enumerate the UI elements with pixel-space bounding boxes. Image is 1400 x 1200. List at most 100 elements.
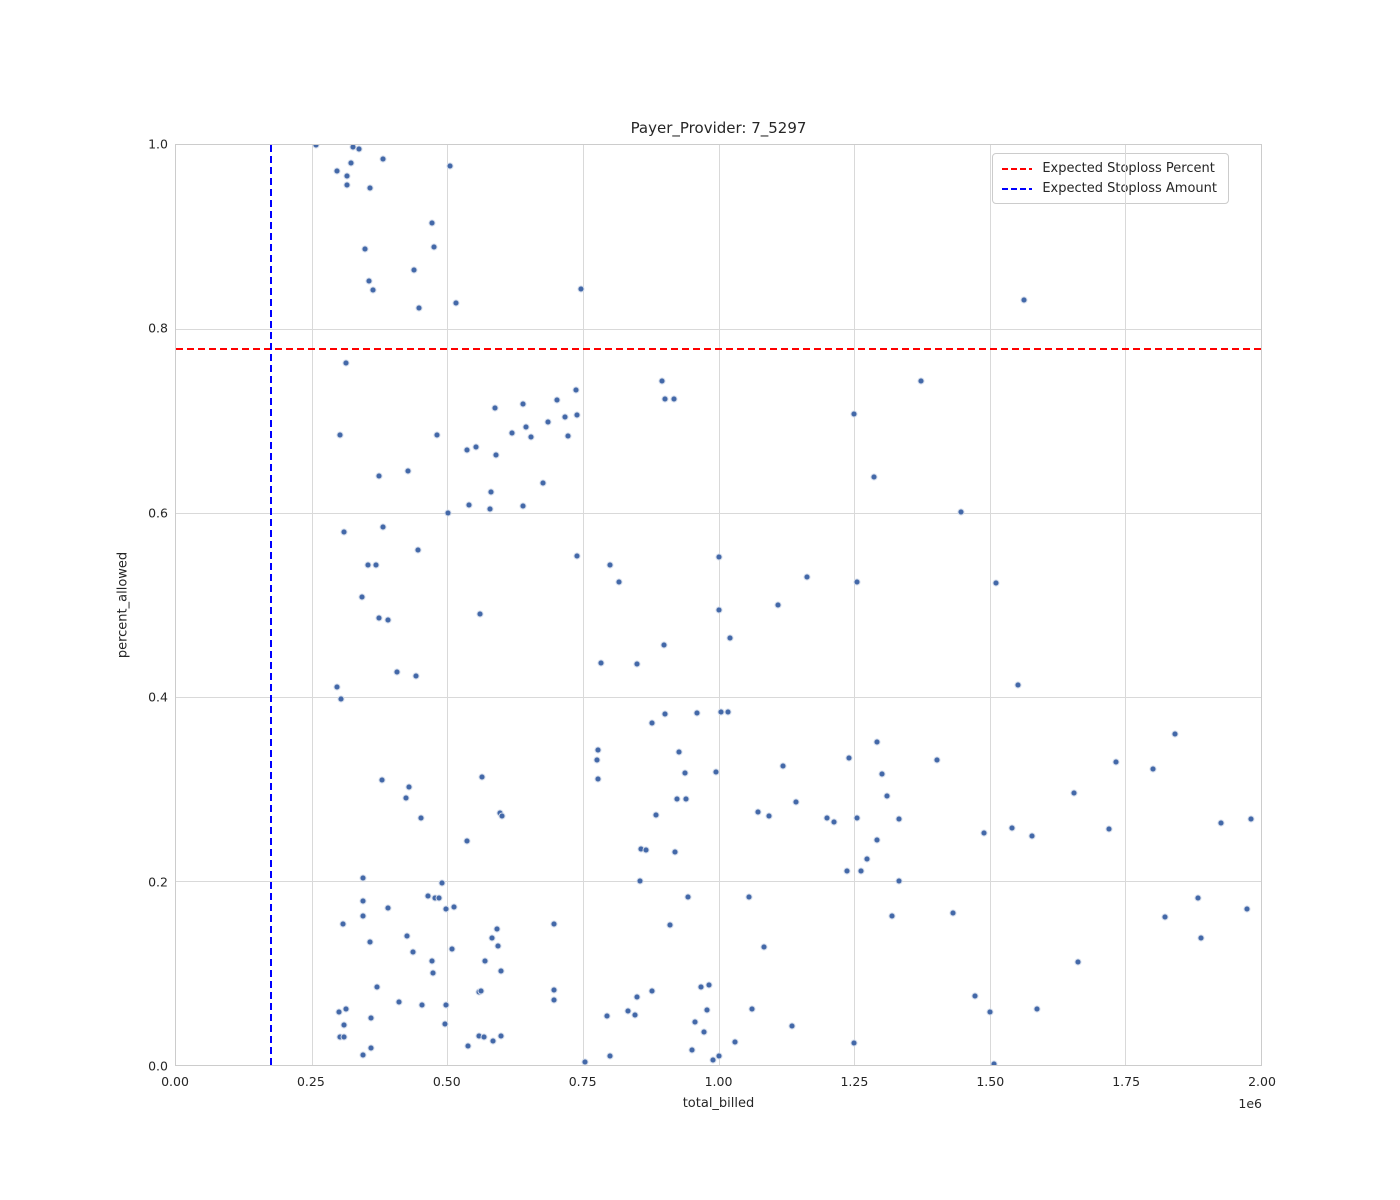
x-tick-label: 0.50 <box>432 1074 461 1089</box>
data-point <box>448 945 456 953</box>
data-point <box>366 938 374 946</box>
data-point <box>489 1037 497 1045</box>
data-point <box>508 429 516 437</box>
data-point <box>1028 832 1036 840</box>
data-point <box>472 443 480 451</box>
data-point <box>497 1032 505 1040</box>
data-point <box>340 1021 348 1029</box>
data-point <box>1197 934 1205 942</box>
data-point <box>418 1001 426 1009</box>
data-point <box>465 501 473 509</box>
data-point <box>658 377 666 385</box>
data-point <box>343 172 351 180</box>
x-gridline <box>989 145 991 1065</box>
data-point <box>498 812 506 820</box>
data-point <box>888 912 896 920</box>
x-axis: 0.00 0.25 0.50 0.75 1.00 1.25 1.50 1.75 2.00 <box>161 1074 1276 1094</box>
data-point <box>373 983 381 991</box>
y-gridline <box>176 881 1261 882</box>
data-point <box>873 836 881 844</box>
data-point <box>779 762 787 770</box>
data-point <box>343 181 351 189</box>
data-point <box>666 921 674 929</box>
data-point <box>843 867 851 875</box>
x-tick-label: 0.75 <box>568 1074 597 1089</box>
data-point <box>450 903 458 911</box>
data-point <box>615 578 623 586</box>
data-point <box>550 996 558 1004</box>
y-gridline <box>176 513 1261 514</box>
data-point <box>480 1033 488 1041</box>
data-point <box>429 969 437 977</box>
data-point <box>442 1001 450 1009</box>
data-point <box>375 472 383 480</box>
data-point <box>606 1052 614 1060</box>
data-point <box>949 909 957 917</box>
data-point <box>684 893 692 901</box>
x-tick-label: 1.50 <box>976 1074 1005 1089</box>
data-point <box>883 792 891 800</box>
data-point <box>870 473 878 481</box>
data-point <box>850 1039 858 1047</box>
data-point <box>606 561 614 569</box>
data-point <box>652 811 660 819</box>
data-point <box>603 1012 611 1020</box>
data-point <box>661 710 669 718</box>
data-point <box>463 446 471 454</box>
data-point <box>1112 758 1120 766</box>
y-tick-label: 0.6 <box>148 505 168 521</box>
data-point <box>853 814 861 822</box>
data-point <box>539 479 547 487</box>
data-point <box>661 395 669 403</box>
data-point <box>830 818 837 826</box>
data-point <box>405 783 413 791</box>
data-point <box>957 508 965 516</box>
blue-dashed-line-swatch <box>1002 187 1033 190</box>
legend-label: Expected Stoploss Percent <box>1042 161 1215 176</box>
data-point <box>792 798 800 806</box>
data-point <box>594 746 602 754</box>
stoploss-percent-line <box>176 348 1261 351</box>
data-point <box>441 1020 449 1028</box>
data-point <box>491 404 499 412</box>
data-point <box>428 219 436 227</box>
data-point <box>572 386 580 394</box>
data-point <box>1194 894 1202 902</box>
x-gridline <box>582 145 584 1065</box>
data-point <box>1247 815 1255 823</box>
data-point <box>359 897 367 905</box>
x-gridline <box>311 145 313 1065</box>
data-point <box>1217 819 1225 827</box>
data-point <box>895 815 903 823</box>
data-point <box>691 1018 699 1026</box>
x-gridline <box>854 145 856 1065</box>
data-point <box>428 957 436 965</box>
data-point <box>933 756 941 764</box>
data-point <box>415 304 423 312</box>
data-point <box>452 299 460 307</box>
y-tick-label: 0.0 <box>148 1058 168 1074</box>
data-point <box>633 993 641 1001</box>
data-point <box>492 451 500 459</box>
data-point <box>1014 681 1022 689</box>
x-gridline <box>1125 145 1127 1065</box>
data-point <box>853 578 861 586</box>
data-point <box>442 905 450 913</box>
data-point <box>1161 913 1169 921</box>
data-point <box>857 867 865 875</box>
data-point <box>493 925 501 933</box>
data-point <box>688 1046 696 1054</box>
x-tick-label: 2.00 <box>1248 1074 1276 1089</box>
data-point <box>527 433 535 441</box>
data-point <box>873 738 881 746</box>
data-point <box>917 377 925 385</box>
x-gridline <box>447 145 449 1065</box>
data-point <box>709 1056 717 1064</box>
data-point <box>379 523 387 531</box>
data-point <box>481 957 489 965</box>
data-point <box>1243 905 1251 913</box>
data-point <box>522 423 530 431</box>
data-point <box>333 683 341 691</box>
data-point <box>364 561 372 569</box>
data-point <box>337 695 345 703</box>
